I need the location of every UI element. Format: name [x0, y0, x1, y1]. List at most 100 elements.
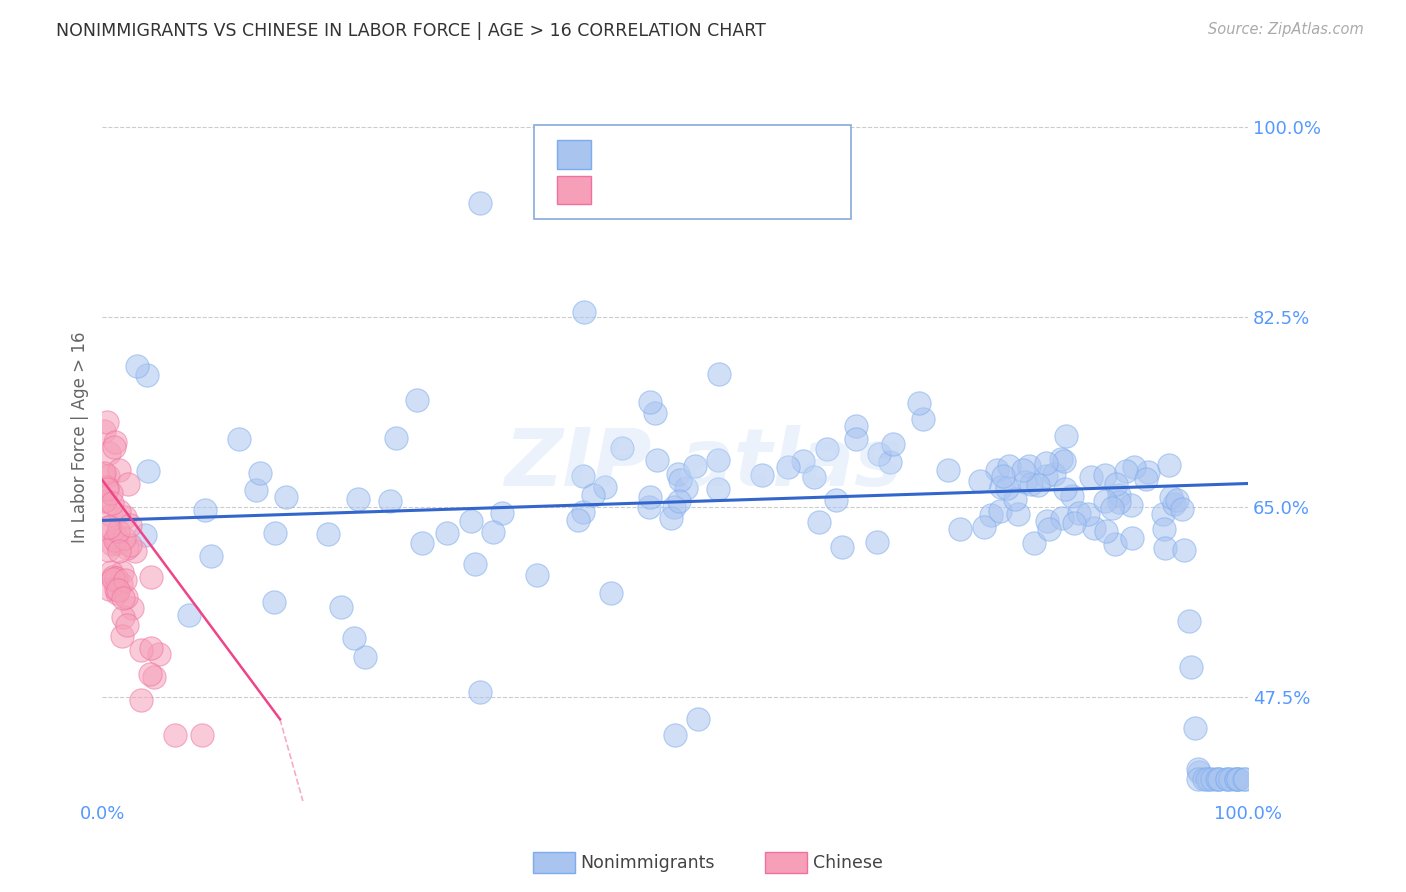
Point [1022, 535, 1045, 549]
Point [1104, 537, 1126, 551]
Point [135, 368, 157, 383]
Point [593, 480, 616, 494]
Point [1122, 459, 1144, 474]
Point [1050, 510, 1073, 524]
Point [1035, 456, 1057, 470]
Point [683, 458, 706, 473]
Point [644, 407, 666, 421]
Text: N =: N = [706, 181, 737, 199]
Point [460, 515, 482, 529]
Point [973, 520, 995, 534]
Point [118, 538, 141, 552]
Point [100, 485, 122, 500]
Point [104, 533, 127, 547]
Point [808, 515, 831, 529]
Point [815, 442, 838, 457]
Point [1198, 772, 1220, 786]
Point [346, 492, 368, 507]
Point [1208, 772, 1230, 786]
Point [792, 454, 814, 468]
Point [405, 392, 427, 407]
Point [148, 648, 170, 662]
Point [879, 455, 901, 469]
Point [912, 412, 935, 426]
Point [1052, 454, 1074, 468]
Point [96, 480, 118, 494]
Point [1004, 492, 1026, 507]
Point [1227, 772, 1250, 786]
Point [1028, 477, 1050, 491]
Point [316, 526, 339, 541]
Point [662, 500, 685, 514]
Point [1080, 470, 1102, 484]
Point [249, 466, 271, 480]
Point [1019, 477, 1042, 491]
Point [93, 466, 115, 480]
Point [103, 440, 125, 454]
Point [228, 432, 250, 446]
Point [980, 508, 1002, 522]
Point [105, 536, 128, 550]
Point [163, 729, 186, 743]
Point [638, 394, 661, 409]
Point [98, 518, 121, 533]
Text: 154: 154 [748, 145, 786, 163]
Point [1095, 524, 1118, 539]
Point [1192, 772, 1215, 786]
Point [139, 570, 162, 584]
Point [600, 586, 623, 600]
Point [1160, 490, 1182, 504]
Point [97, 582, 120, 596]
Point [1035, 514, 1057, 528]
Point [1206, 772, 1229, 786]
Point [936, 463, 959, 477]
Point [117, 617, 139, 632]
Point [107, 463, 129, 477]
Point [1188, 764, 1211, 779]
Point [103, 572, 125, 586]
Point [1152, 508, 1174, 522]
Point [998, 459, 1021, 474]
Point [105, 571, 128, 585]
Point [751, 468, 773, 483]
Point [675, 481, 697, 495]
Point [1062, 489, 1084, 503]
Point [572, 505, 595, 519]
Point [104, 530, 127, 544]
Point [136, 464, 159, 478]
Point [1178, 614, 1201, 628]
Point [177, 607, 200, 622]
Point [1187, 772, 1209, 786]
Point [1173, 543, 1195, 558]
Point [866, 535, 889, 549]
Point [1108, 488, 1130, 502]
Point [107, 524, 129, 538]
Point [1219, 772, 1241, 786]
Point [411, 536, 433, 550]
Point [91, 468, 114, 483]
Point [263, 525, 285, 540]
Point [100, 566, 122, 580]
Point [124, 544, 146, 558]
Point [572, 469, 595, 483]
Point [1108, 495, 1130, 509]
Y-axis label: In Labor Force | Age > 16: In Labor Force | Age > 16 [72, 331, 89, 542]
Point [97, 468, 120, 483]
Point [1225, 772, 1247, 786]
Point [669, 473, 692, 487]
Point [1163, 497, 1185, 511]
Point [1171, 502, 1194, 516]
Point [100, 508, 122, 522]
Point [107, 583, 129, 598]
Point [353, 649, 375, 664]
Point [263, 595, 285, 609]
Point [129, 643, 152, 657]
Point [108, 544, 131, 558]
Point [1014, 475, 1036, 489]
Point [1153, 522, 1175, 536]
Point [995, 481, 1018, 495]
Point [470, 196, 492, 211]
Point [868, 447, 890, 461]
Point [378, 493, 401, 508]
Point [96, 416, 118, 430]
